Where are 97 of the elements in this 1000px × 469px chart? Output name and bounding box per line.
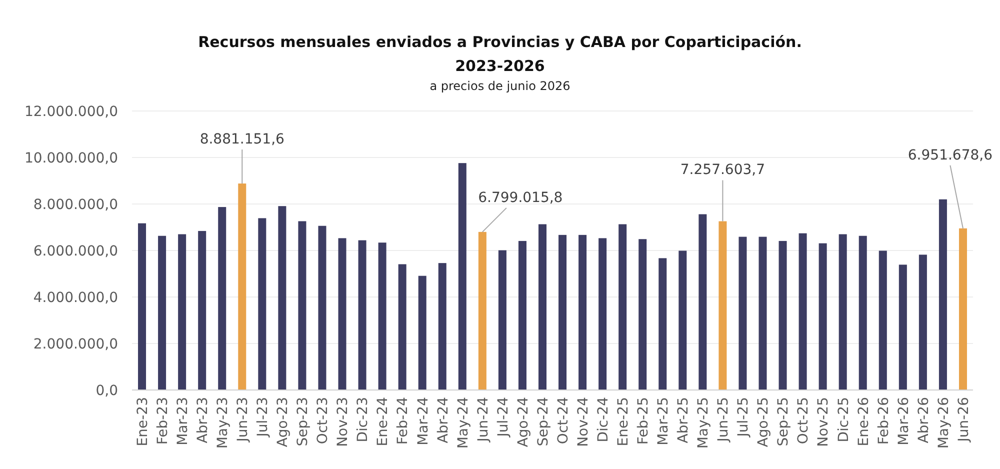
x-tick-label: Oct-25 bbox=[796, 397, 812, 444]
x-tick-label: May-23 bbox=[215, 397, 232, 449]
x-tick-label: Jun-24 bbox=[475, 396, 492, 443]
data-label: 8.881.151,6 bbox=[200, 132, 285, 148]
y-tick-label: 6.000.000,0 bbox=[33, 243, 118, 260]
bar bbox=[398, 264, 406, 390]
x-tick-label: Mar-24 bbox=[415, 396, 432, 446]
x-tick-label: Dic-24 bbox=[595, 396, 612, 442]
y-tick-label: 0,0 bbox=[96, 382, 118, 399]
x-tick-label: Abr-26 bbox=[916, 396, 932, 444]
bar bbox=[698, 214, 707, 390]
data-label: 7.257.603,7 bbox=[680, 162, 766, 178]
bar bbox=[738, 236, 747, 390]
x-tick-label: May-24 bbox=[455, 396, 472, 449]
x-tick-label: Nov-25 bbox=[816, 397, 832, 447]
bar bbox=[618, 224, 627, 390]
chart-subtitle: a precios de junio 2026 bbox=[430, 79, 570, 93]
x-tick-label: Nov-24 bbox=[575, 396, 592, 447]
bar bbox=[418, 276, 426, 390]
bar bbox=[318, 226, 326, 390]
x-tick-label: Feb-24 bbox=[395, 396, 412, 445]
bar bbox=[638, 239, 647, 390]
bar bbox=[678, 250, 687, 390]
x-tick-label: Abr-25 bbox=[676, 397, 692, 444]
bar bbox=[758, 236, 767, 390]
bar bbox=[858, 236, 867, 390]
x-tick-label: Ago-24 bbox=[515, 396, 532, 448]
bar bbox=[598, 238, 607, 390]
data-label: 6.951.678,6 bbox=[908, 147, 993, 164]
bar bbox=[878, 250, 887, 390]
x-tick-label: Jun-25 bbox=[716, 397, 732, 443]
bar bbox=[158, 236, 166, 390]
bar bbox=[498, 250, 506, 390]
x-tick-label: Jul-24 bbox=[495, 396, 512, 438]
x-tick-label: Ene-26 bbox=[856, 396, 872, 446]
bar bbox=[918, 254, 927, 390]
x-tick-label: Jun-23 bbox=[235, 397, 252, 443]
x-tick-label: Oct-24 bbox=[555, 396, 572, 444]
y-tick-label: 12.000.000,0 bbox=[24, 104, 118, 120]
bar bbox=[198, 230, 206, 390]
bar bbox=[938, 199, 947, 390]
y-tick-label: 4.000.000,0 bbox=[33, 290, 118, 306]
bar bbox=[778, 240, 787, 390]
x-tick-label: Jul-23 bbox=[255, 397, 272, 438]
x-tick-label: Nov-23 bbox=[335, 397, 352, 447]
x-tick-label: Ago-25 bbox=[756, 397, 772, 448]
x-tick-label: Dic-23 bbox=[355, 397, 372, 442]
bar bbox=[298, 221, 306, 390]
bar bbox=[538, 224, 546, 390]
x-tick-label: Ene-24 bbox=[375, 396, 392, 446]
bar bbox=[658, 258, 667, 390]
bar bbox=[818, 243, 827, 390]
bar bbox=[258, 218, 266, 390]
bar bbox=[798, 233, 807, 390]
bar bbox=[898, 264, 907, 390]
bar bbox=[338, 238, 346, 390]
bar bbox=[138, 223, 146, 390]
bar bbox=[278, 206, 286, 390]
x-tick-label: Oct-23 bbox=[315, 397, 332, 444]
x-tick-label: Abr-23 bbox=[194, 397, 211, 444]
x-tick-label: Mar-25 bbox=[656, 397, 672, 446]
y-tick-label: 2.000.000,0 bbox=[33, 336, 118, 352]
x-tick-label: Mar-23 bbox=[174, 397, 191, 446]
bar bbox=[558, 234, 567, 390]
data-label: 6.799.015,8 bbox=[478, 190, 563, 206]
bar bbox=[218, 207, 226, 390]
x-tick-label: Sep-25 bbox=[776, 397, 792, 446]
x-tick-label: Jul-25 bbox=[736, 397, 752, 438]
bar bbox=[478, 232, 486, 390]
x-tick-label: May-26 bbox=[936, 396, 952, 449]
x-tick-label: Feb-26 bbox=[876, 396, 892, 445]
x-tick-label: May-25 bbox=[696, 397, 712, 449]
bar bbox=[518, 240, 526, 390]
bar bbox=[958, 228, 967, 390]
x-tick-label: Sep-24 bbox=[535, 396, 552, 446]
bar bbox=[378, 242, 386, 390]
y-tick-label: 10.000.000,0 bbox=[24, 150, 118, 166]
bar bbox=[438, 263, 446, 390]
bar bbox=[238, 184, 246, 390]
bar bbox=[578, 234, 587, 390]
bar bbox=[178, 234, 186, 390]
x-tick-label: Abr-24 bbox=[435, 396, 452, 444]
bar bbox=[838, 234, 847, 390]
bar bbox=[458, 163, 466, 390]
x-tick-label: Feb-23 bbox=[154, 397, 171, 445]
x-tick-label: Feb-25 bbox=[636, 397, 652, 445]
x-tick-label: Dic-25 bbox=[836, 397, 852, 442]
x-tick-label: Mar-26 bbox=[896, 396, 912, 446]
chart-title: Recursos mensuales enviados a Provincias y CABA por Coparticipación. 2023-2026 bbox=[198, 33, 802, 75]
y-tick-label: 8.000.000,0 bbox=[33, 196, 118, 213]
x-tick-label: Ene-25 bbox=[615, 397, 632, 446]
x-tick-label: Ene-23 bbox=[134, 397, 151, 446]
x-tick-label: Sep-23 bbox=[295, 397, 312, 446]
bar bbox=[718, 221, 727, 390]
bar bbox=[358, 240, 366, 390]
x-tick-label: Jun-26 bbox=[956, 396, 972, 443]
x-tick-label: Ago-23 bbox=[275, 397, 292, 448]
